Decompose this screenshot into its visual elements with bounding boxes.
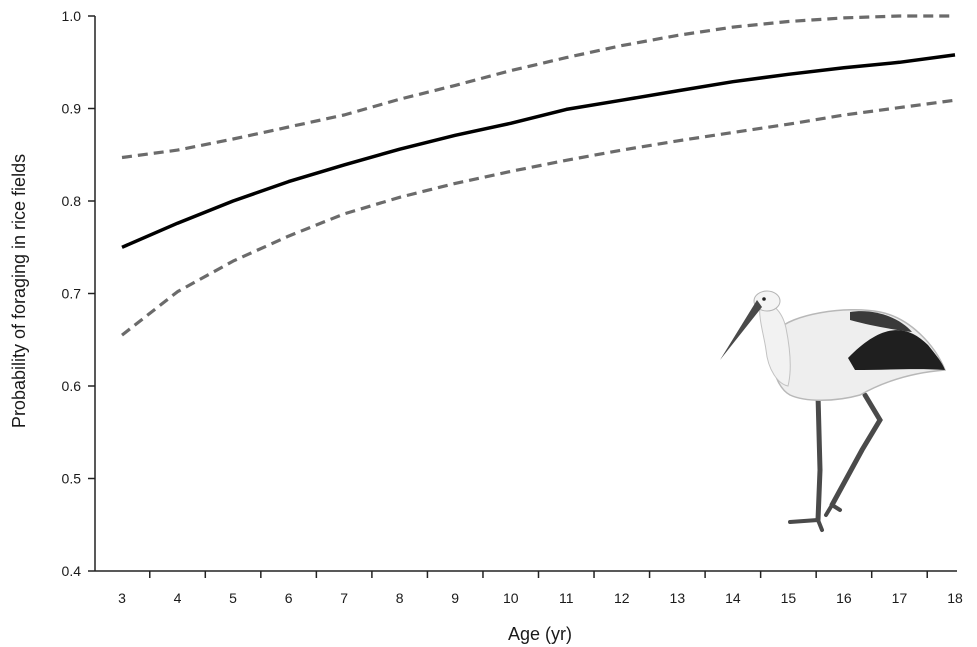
- stork-illustration: [720, 290, 947, 532]
- x-tick-label: 3: [118, 590, 126, 606]
- x-tick-label: 13: [670, 590, 686, 606]
- x-tick-label: 9: [451, 590, 459, 606]
- y-tick-label: 0.5: [62, 471, 82, 487]
- x-tick-label: 18: [947, 590, 963, 606]
- x-tick-label: 10: [503, 590, 519, 606]
- series-layer: [121, 14, 956, 337]
- x-tick-label: 14: [725, 590, 741, 606]
- x-tick-label: 8: [396, 590, 404, 606]
- series-line-upper-ci: [121, 14, 955, 160]
- y-tick-label: 0.4: [62, 563, 82, 579]
- x-tick-label: 11: [559, 590, 574, 606]
- y-tick-label: 0.6: [62, 378, 82, 394]
- x-tick-label: 5: [229, 590, 237, 606]
- y-tick-label: 0.7: [62, 286, 82, 302]
- y-tick-label: 1.0: [62, 8, 82, 24]
- y-ticks: 0.4 0.5 0.6 0.7 0.8 0.9 1.0: [62, 8, 95, 579]
- x-tick-label: 15: [781, 590, 797, 606]
- x-axis-title: Age (yr): [508, 624, 572, 644]
- x-tick-label: 17: [892, 590, 908, 606]
- series-line-estimate: [121, 53, 956, 249]
- axes: 0.4 0.5 0.6 0.7 0.8 0.9 1.0 3 4 5 6 7 8 9 10 11 12 13 14 1…: [62, 8, 963, 606]
- y-axis-title: Probability of foraging in rice fields: [9, 154, 29, 428]
- x-tick-label: 4: [174, 590, 182, 606]
- x-tick-label: 7: [340, 590, 348, 606]
- y-tick-label: 0.8: [62, 193, 82, 209]
- x-tick-label: 12: [614, 590, 630, 606]
- series-line-lower-ci: [121, 98, 956, 337]
- x-ticks: 3 4 5 6 7 8 9 10 11 12 13 14 15 16 17 18: [118, 571, 963, 606]
- x-tick-label: 6: [285, 590, 293, 606]
- y-tick-label: 0.9: [62, 101, 82, 117]
- x-tick-label: 16: [836, 590, 852, 606]
